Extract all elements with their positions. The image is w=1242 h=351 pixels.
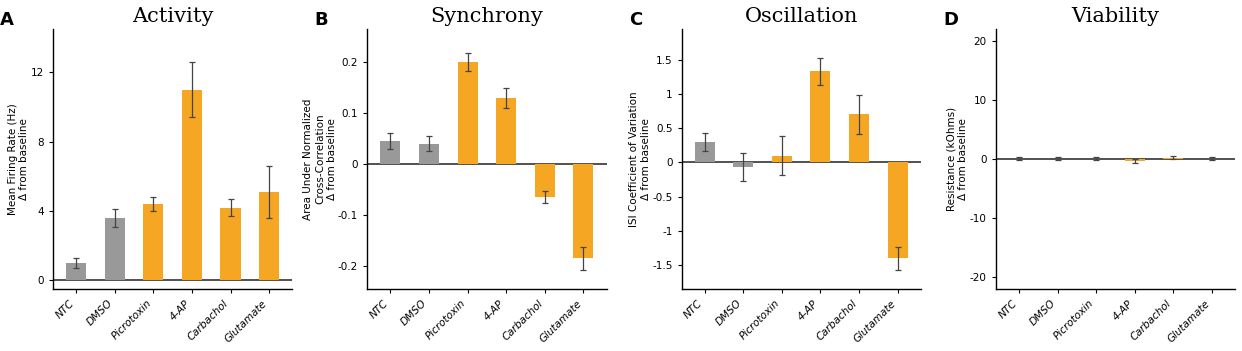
Title: Viability: Viability bbox=[1072, 7, 1160, 26]
Bar bbox=[143, 204, 164, 280]
Y-axis label: Resistance (kOhms)
Δ from baseline: Resistance (kOhms) Δ from baseline bbox=[946, 107, 969, 211]
Text: D: D bbox=[943, 11, 958, 29]
Bar bbox=[419, 144, 438, 164]
Bar bbox=[1164, 158, 1184, 159]
Y-axis label: Area Under Normalized
Cross-Correlation
Δ from baseline: Area Under Normalized Cross-Correlation … bbox=[303, 98, 337, 220]
Text: B: B bbox=[314, 11, 328, 29]
Bar bbox=[888, 163, 908, 258]
Bar bbox=[260, 192, 279, 280]
Bar bbox=[496, 98, 517, 164]
Bar bbox=[694, 142, 714, 163]
Bar bbox=[811, 71, 831, 163]
Bar bbox=[221, 207, 241, 280]
Text: C: C bbox=[628, 11, 642, 29]
Bar bbox=[181, 90, 202, 280]
Title: Synchrony: Synchrony bbox=[431, 7, 543, 26]
Title: Activity: Activity bbox=[132, 7, 214, 26]
Bar bbox=[850, 114, 869, 163]
Y-axis label: ISI Coefficient of Variation
Δ from baseline: ISI Coefficient of Variation Δ from base… bbox=[630, 91, 651, 227]
Y-axis label: Mean Firing Rate (Hz)
Δ from baseline: Mean Firing Rate (Hz) Δ from baseline bbox=[7, 103, 30, 215]
Bar bbox=[104, 218, 124, 280]
Bar bbox=[535, 164, 555, 197]
Bar bbox=[574, 164, 594, 258]
Title: Oscillation: Oscillation bbox=[744, 7, 858, 26]
Bar bbox=[457, 62, 478, 164]
Bar bbox=[1125, 159, 1145, 161]
Bar bbox=[771, 155, 792, 163]
Text: A: A bbox=[0, 11, 14, 29]
Bar bbox=[66, 263, 86, 280]
Bar bbox=[380, 141, 400, 164]
Bar bbox=[733, 163, 754, 167]
